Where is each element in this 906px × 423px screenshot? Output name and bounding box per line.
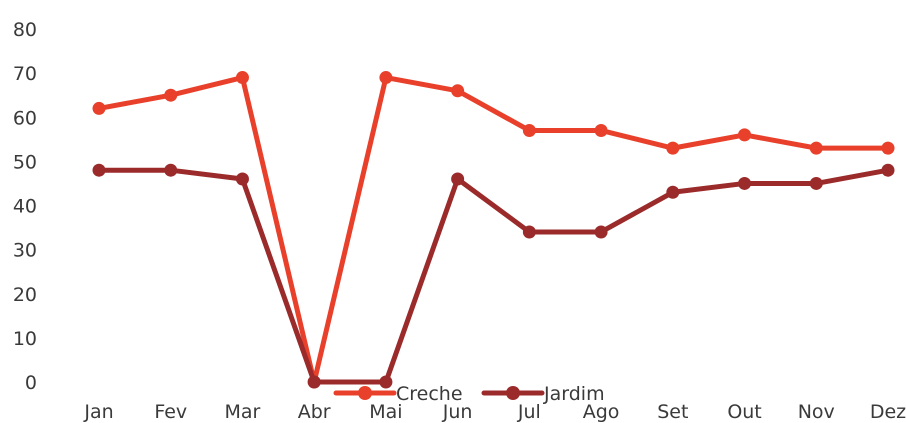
data-point	[666, 185, 680, 199]
data-point	[307, 375, 321, 389]
x-tick-label: Out	[727, 401, 761, 423]
data-point	[92, 163, 106, 177]
y-tick-label: 80	[13, 19, 37, 41]
data-point	[379, 375, 393, 389]
series-line	[96, 75, 891, 385]
data-point	[881, 141, 895, 155]
data-point	[451, 84, 465, 98]
y-tick-label: 50	[13, 151, 37, 173]
data-point	[738, 176, 752, 190]
data-point	[92, 101, 106, 115]
series-jardim	[92, 163, 895, 389]
y-tick-label: 70	[13, 63, 37, 85]
data-point	[594, 225, 608, 239]
legend-item: Creche	[333, 383, 463, 405]
legend: Creche Jardim	[333, 383, 605, 405]
legend-marker	[358, 386, 372, 400]
x-tick-label: Mai	[369, 401, 402, 423]
x-tick-label: Jan	[83, 401, 113, 423]
legend-label: Jardim	[543, 383, 605, 405]
legend-marker	[506, 386, 520, 400]
y-tick-label: 40	[13, 196, 37, 218]
y-tick-label: 10	[13, 328, 37, 350]
x-tick-label: Nov	[798, 401, 835, 423]
x-tick-label: Fev	[154, 401, 187, 423]
data-point	[164, 88, 178, 102]
x-tick-label: Set	[657, 401, 688, 423]
data-point	[522, 123, 536, 137]
x-tick-label: Abr	[298, 401, 331, 423]
data-point	[164, 163, 178, 177]
y-axis-ticks: 0 10 20 30 40 50 60 70 80	[13, 19, 37, 394]
series-creche	[92, 71, 895, 389]
data-point	[235, 71, 249, 85]
data-point	[809, 176, 823, 190]
data-point	[451, 172, 465, 186]
y-tick-label: 30	[13, 240, 37, 262]
y-tick-label: 0	[25, 372, 37, 394]
x-tick-label: Mar	[225, 401, 261, 423]
data-point	[522, 225, 536, 239]
x-axis-ticks: Jan Fev Mar Abr Mai Jun Jul Ago Set Out Nov Dez	[83, 401, 906, 423]
data-point	[881, 163, 895, 177]
data-point	[594, 123, 608, 137]
legend-label: Creche	[396, 383, 463, 405]
data-point	[379, 71, 393, 85]
data-point	[666, 141, 680, 155]
legend-item: Jardim	[481, 383, 605, 405]
x-tick-label: Jul	[517, 401, 541, 423]
x-tick-label: Dez	[870, 401, 906, 423]
y-tick-label: 60	[13, 107, 37, 129]
data-point	[809, 141, 823, 155]
series-line	[96, 167, 891, 385]
x-tick-label: Ago	[583, 401, 620, 423]
series-layer	[92, 71, 895, 389]
y-tick-label: 20	[13, 284, 37, 306]
data-point	[738, 128, 752, 142]
data-point	[235, 172, 249, 186]
x-tick-label: Jun	[442, 401, 473, 423]
